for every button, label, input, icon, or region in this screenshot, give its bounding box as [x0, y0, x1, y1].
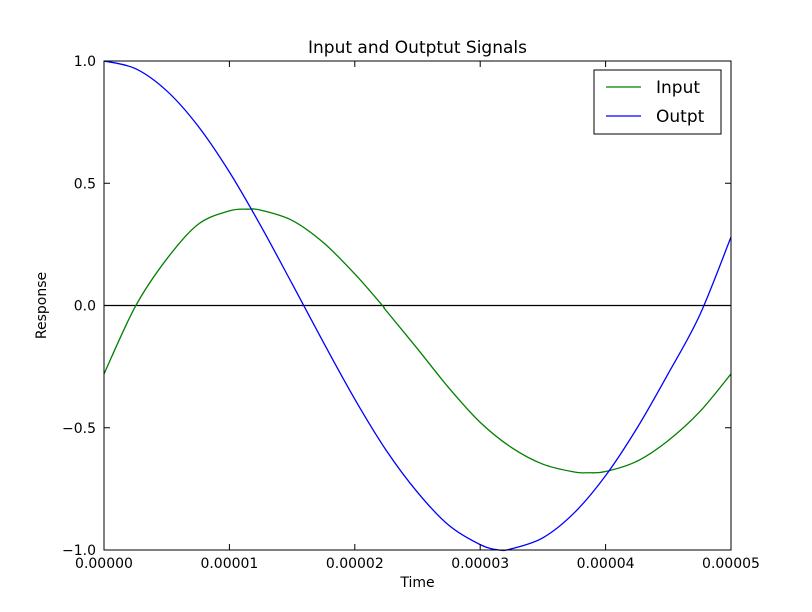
axis-ticks: 0.00000 0.00001 0.00002 0.00003 0.00004 0.000…: [62, 54, 760, 572]
series-line-outpt: [103, 60, 732, 552]
legend: Input Outpt: [593, 69, 722, 135]
x-tick-label: 0.00000: [75, 556, 133, 572]
x-tick-label: 0.00004: [577, 556, 635, 572]
x-tick-label: 0.00003: [451, 556, 509, 572]
chart-title: Input and Outptut Signals: [308, 38, 527, 58]
x-tick-label: 0.00001: [200, 556, 258, 572]
y-tick-label: 1.0: [74, 54, 96, 70]
y-tick-label: 0.0: [74, 299, 96, 315]
x-tick-label: 0.00005: [702, 556, 760, 572]
y-tick-label: −0.5: [62, 421, 96, 437]
series-line-input: [103, 208, 732, 474]
legend-box: [593, 69, 722, 135]
legend-label: Outpt: [656, 107, 705, 127]
y-axis-label: Response: [34, 272, 50, 339]
x-axis-label: Time: [399, 575, 434, 591]
x-tick-label: 0.00002: [326, 556, 384, 572]
legend-label: Input: [656, 78, 700, 98]
series-group: [103, 60, 732, 552]
y-tick-label: 0.5: [74, 176, 96, 192]
y-tick-label: −1.0: [62, 543, 96, 559]
